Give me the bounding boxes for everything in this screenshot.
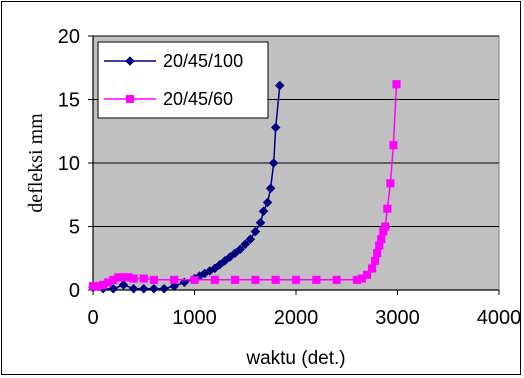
data-point (389, 141, 398, 150)
data-point (139, 274, 148, 283)
data-point (332, 275, 341, 284)
legend-marker-shape (125, 94, 135, 104)
data-point (270, 122, 281, 133)
data-point (250, 226, 261, 237)
legend-label-series-2: 20/45/60 (163, 89, 233, 109)
data-point (235, 244, 246, 255)
data-point (386, 179, 395, 188)
data-point (271, 275, 280, 284)
data-point (138, 283, 149, 294)
data-point (251, 275, 260, 284)
data-point (291, 275, 301, 284)
data-point (169, 281, 180, 292)
legend: 20/45/100 20/45/60 (97, 41, 269, 119)
data-point (231, 275, 240, 284)
data-point (170, 275, 179, 284)
data-point (159, 283, 169, 294)
data-point (363, 270, 372, 279)
y-tick-label: 15 (58, 90, 80, 112)
y-tick-label: 20 (58, 26, 80, 48)
data-point (371, 256, 380, 265)
y-tick-label: 0 (69, 280, 80, 302)
data-point (377, 235, 386, 244)
data-point (268, 158, 279, 168)
y-tick-label: 5 (69, 217, 80, 239)
data-point (274, 80, 285, 91)
data-point (373, 249, 382, 258)
data-point (108, 283, 119, 294)
data-point (129, 274, 138, 283)
data-point (381, 222, 390, 231)
data-point (258, 206, 269, 217)
grid-lines (93, 35, 499, 227)
x-axis-title: waktu (det.) (245, 348, 345, 369)
legend-marker-series-2 (125, 94, 135, 104)
series-2 (88, 80, 401, 291)
data-point (245, 234, 256, 245)
legend-marker-shape (125, 56, 135, 66)
x-tick-label: 0 (87, 307, 98, 329)
data-point (312, 275, 321, 284)
legend-label-series-1: 20/45/100 (163, 51, 243, 71)
data-point (128, 283, 139, 294)
data-point (240, 239, 251, 250)
x-tick-label: 4000 (477, 307, 522, 329)
data-point (383, 204, 392, 213)
data-point (265, 183, 276, 194)
data-point (190, 275, 199, 284)
axes: 0 5 10 15 20 0 1000 2000 3000 4000 (58, 26, 522, 329)
x-tick-label: 1000 (172, 307, 217, 329)
data-point (392, 80, 401, 89)
legend-box (97, 41, 269, 119)
data-point (262, 197, 273, 208)
legend-marker-series-1 (125, 56, 135, 66)
series-layer (88, 80, 401, 294)
data-point (210, 275, 219, 284)
x-tick-label: 2000 (274, 307, 319, 329)
data-point (118, 280, 129, 290)
y-tick-label: 10 (58, 153, 80, 175)
data-point (255, 217, 266, 228)
data-point (149, 275, 158, 284)
data-point (149, 283, 159, 294)
y-axis-title: defleksi mm (25, 113, 47, 213)
x-tick-label: 3000 (375, 307, 420, 329)
data-point (368, 264, 377, 273)
